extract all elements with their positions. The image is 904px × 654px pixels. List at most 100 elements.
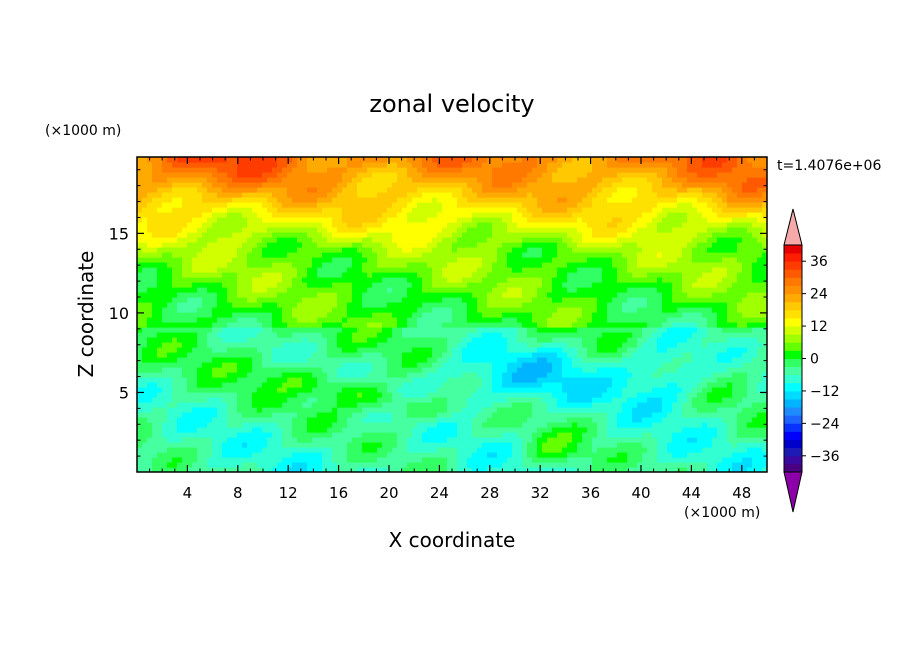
- field-cell: [267, 187, 273, 193]
- field-cell: [242, 417, 248, 423]
- field-cell: [202, 457, 208, 463]
- field-cell: [387, 372, 393, 378]
- field-cell: [257, 392, 263, 398]
- field-cell: [252, 182, 258, 188]
- field-cell: [192, 257, 198, 263]
- field-cell: [502, 357, 508, 363]
- field-cell: [322, 307, 328, 313]
- field-cell: [322, 227, 328, 233]
- field-cell: [167, 242, 173, 248]
- field-cell: [427, 192, 433, 198]
- field-cell: [527, 462, 533, 468]
- field-cell: [367, 427, 373, 433]
- field-cell: [462, 372, 468, 378]
- field-cell: [372, 397, 378, 403]
- field-cell: [442, 217, 448, 223]
- field-cell: [532, 452, 538, 458]
- field-cell: [327, 352, 333, 358]
- field-cell: [142, 327, 148, 333]
- field-cell: [212, 202, 218, 208]
- field-cell: [367, 407, 373, 413]
- field-cell: [347, 462, 353, 468]
- field-cell: [392, 167, 398, 173]
- field-cell: [312, 197, 318, 203]
- field-cell: [502, 157, 508, 163]
- field-cell: [227, 277, 233, 283]
- field-cell: [162, 177, 168, 183]
- field-cell: [407, 182, 413, 188]
- field-cell: [457, 452, 463, 458]
- field-cell: [362, 257, 368, 263]
- field-cell: [282, 367, 288, 373]
- field-cell: [522, 437, 528, 443]
- field-cell: [447, 272, 453, 278]
- field-cell: [267, 377, 273, 383]
- field-cell: [272, 172, 278, 178]
- field-cell: [512, 187, 518, 193]
- field-cell: [422, 162, 428, 168]
- field-cell: [137, 317, 143, 323]
- field-cell: [492, 217, 498, 223]
- field-cell: [237, 327, 243, 333]
- field-cell: [347, 382, 353, 388]
- field-cell: [492, 232, 498, 238]
- field-cell: [177, 467, 183, 472]
- field-cell: [367, 307, 373, 313]
- field-cell: [347, 357, 353, 363]
- field-cell: [342, 322, 348, 328]
- field-cell: [147, 462, 153, 468]
- field-cell: [382, 457, 388, 463]
- field-cell: [392, 372, 398, 378]
- field-cell: [397, 367, 403, 373]
- field-cell: [147, 187, 153, 193]
- field-cell: [437, 252, 443, 258]
- field-cell: [342, 377, 348, 383]
- field-cell: [192, 422, 198, 428]
- field-cell: [367, 422, 373, 428]
- field-cell: [142, 222, 148, 228]
- field-cell: [397, 272, 403, 278]
- field-cell: [162, 312, 168, 318]
- field-cell: [262, 392, 268, 398]
- field-cell: [317, 407, 323, 413]
- field-cell: [312, 452, 318, 458]
- field-cell: [282, 297, 288, 303]
- field-cell: [397, 397, 403, 403]
- field-cell: [217, 177, 223, 183]
- field-cell: [302, 432, 308, 438]
- field-cell: [432, 412, 438, 418]
- field-cell: [442, 357, 448, 363]
- field-cell: [437, 162, 443, 168]
- field-cell: [172, 462, 178, 468]
- field-cell: [442, 292, 448, 298]
- field-cell: [412, 242, 418, 248]
- field-cell: [372, 227, 378, 233]
- field-cell: [182, 257, 188, 263]
- field-cell: [522, 317, 528, 323]
- field-cell: [237, 252, 243, 258]
- field-cell: [177, 287, 183, 293]
- field-cell: [217, 417, 223, 423]
- field-cell: [267, 432, 273, 438]
- field-cell: [462, 417, 468, 423]
- field-cell: [142, 282, 148, 288]
- field-cell: [222, 367, 228, 373]
- field-cell: [277, 187, 283, 193]
- field-cell: [147, 452, 153, 458]
- field-cell: [337, 182, 343, 188]
- field-cell: [417, 247, 423, 253]
- field-cell: [452, 342, 458, 348]
- field-cell: [457, 167, 463, 173]
- field-cell: [232, 402, 238, 408]
- field-cell: [187, 337, 193, 343]
- field-cell: [467, 267, 473, 273]
- field-cell: [192, 237, 198, 243]
- field-cell: [172, 352, 178, 358]
- field-cell: [387, 167, 393, 173]
- field-cell: [482, 182, 488, 188]
- field-cell: [182, 292, 188, 298]
- field-cell: [342, 212, 348, 218]
- field-cell: [167, 277, 173, 283]
- field-cell: [347, 232, 353, 238]
- field-cell: [222, 307, 228, 313]
